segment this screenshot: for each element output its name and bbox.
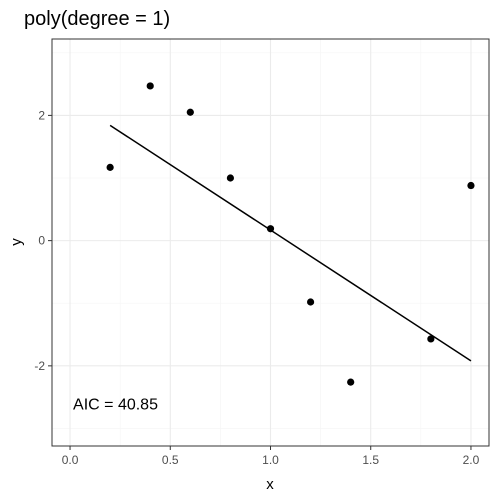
x-axis-title: x [266, 476, 274, 493]
data-point [467, 181, 475, 190]
data-point [106, 163, 114, 171]
chart-title: poly(degree = 1) [24, 8, 170, 30]
data-point [226, 174, 235, 182]
x-axis: 0.0 0.5 1.0 1.5 2.0 [62, 446, 480, 467]
y-tick-label: 2 [38, 108, 45, 122]
x-tick-label: 2.0 [463, 453, 480, 467]
x-tick-label: 1.0 [262, 453, 279, 467]
fit-line [109, 124, 472, 362]
x-tick-label: 0.5 [162, 453, 179, 467]
data-points [106, 82, 475, 386]
fit-lines [109, 124, 472, 362]
data-point [306, 298, 315, 306]
x-tick-label: 1.5 [362, 453, 379, 467]
aic-annotation: AIC = 40.85 [73, 396, 158, 413]
data-point [146, 82, 154, 90]
major-gridlines [52, 39, 489, 446]
y-axis-title: y [8, 238, 25, 246]
plot-panel: AIC = 40.85 [51, 38, 490, 447]
y-axis: -2 0 2 [34, 108, 52, 373]
data-point [347, 378, 355, 386]
y-tick-label: 0 [38, 234, 45, 248]
data-point [427, 335, 435, 343]
y-tick-label: -2 [34, 359, 45, 373]
data-point [266, 225, 275, 233]
x-tick-label: 0.0 [62, 453, 79, 467]
data-point [186, 108, 194, 116]
